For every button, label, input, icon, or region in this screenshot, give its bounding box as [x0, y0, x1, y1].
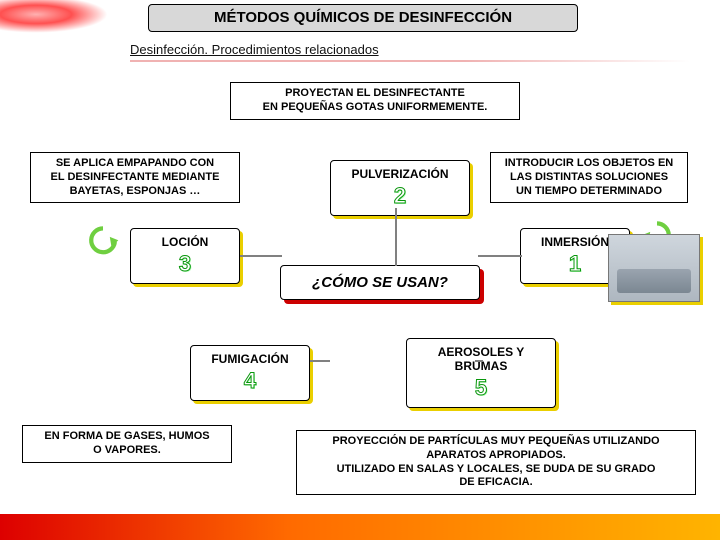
- divider: [130, 60, 690, 62]
- node-number: 4: [199, 368, 301, 394]
- node-fumigacion: FUMIGACIÓN 4: [190, 345, 310, 401]
- connector: [395, 208, 397, 266]
- caption-fumigacion: EN FORMA DE GASES, HUMOSO VAPORES.: [22, 425, 232, 463]
- subtitle: Desinfección. Procedimientos relacionado…: [130, 42, 379, 57]
- center-question: ¿CÓMO SE USAN?: [280, 265, 480, 300]
- node-locion: LOCIÓN 3: [130, 228, 240, 284]
- caption-locion: SE APLICA EMPAPANDO CONEL DESINFECTANTE …: [30, 152, 240, 203]
- caption-pulverizacion: PROYECTAN EL DESINFECTANTEEN PEQUEÑAS GO…: [230, 82, 520, 120]
- node-number: 3: [139, 251, 231, 277]
- node-label: LOCIÓN: [162, 235, 209, 249]
- connector: [240, 255, 282, 257]
- curly-arrow-icon: [86, 225, 120, 259]
- connector: [475, 360, 483, 362]
- node-number: 5: [415, 375, 547, 401]
- node-aerosoles: AEROSOLES YBRUMAS 5: [406, 338, 556, 408]
- node-number: 2: [339, 183, 461, 209]
- footer-bar: [0, 514, 720, 540]
- connector: [478, 255, 522, 257]
- node-label: PULVERIZACIÓN: [351, 167, 448, 181]
- node-label: INMERSIÓN: [541, 235, 609, 249]
- node-label: AEROSOLES YBRUMAS: [438, 345, 524, 373]
- caption-aerosoles: PROYECCIÓN DE PARTÍCULAS MUY PEQUEÑAS UT…: [296, 430, 696, 495]
- tray-image: [608, 234, 700, 302]
- node-pulverizacion: PULVERIZACIÓN 2: [330, 160, 470, 216]
- connector: [310, 360, 330, 362]
- page-title: MÉTODOS QUÍMICOS DE DESINFECCIÓN: [148, 4, 578, 32]
- caption-inmersion: INTRODUCIR LOS OBJETOS ENLAS DISTINTAS S…: [490, 152, 688, 203]
- node-label: FUMIGACIÓN: [211, 352, 288, 366]
- decorative-swirl: [0, 0, 130, 40]
